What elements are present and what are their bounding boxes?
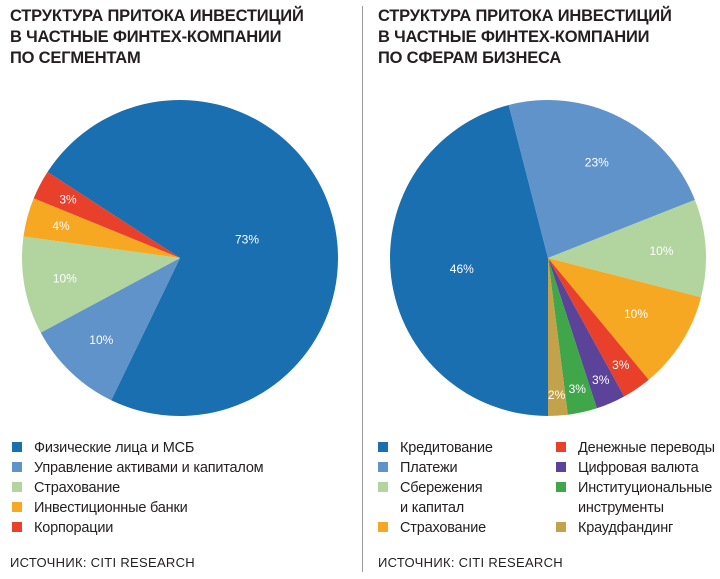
slice-label-strahovanie: 10% xyxy=(53,272,77,286)
legend-label: Цифровая валюта xyxy=(578,460,699,476)
business-areas-source: ИСТОЧНИК: CITI RESEARCH xyxy=(378,555,563,570)
business-areas-chart-panel: СТРУКТУРА ПРИТОКА ИНВЕСТИЦИЙ В ЧАСТНЫЕ Ф… xyxy=(368,0,720,579)
legend-label: Физические лица и МСБ xyxy=(34,440,195,456)
business-areas-chart-title: СТРУКТУРА ПРИТОКА ИНВЕСТИЦИЙ В ЧАСТНЫЕ Ф… xyxy=(378,6,672,69)
legend-swatch xyxy=(556,442,566,452)
legend-item-tsifrovaya-valyuta: Цифровая валюта xyxy=(556,458,699,478)
pie-slice-fizicheskie-litsa-i-msb xyxy=(47,100,339,417)
slice-label-denezhnye-perevody: 3% xyxy=(612,358,630,372)
pie-slice-strahovanie xyxy=(548,258,702,380)
legend-swatch xyxy=(378,462,388,472)
legend-label: Краудфандинг xyxy=(578,520,674,536)
pie-slice-denezhnye-perevody xyxy=(548,258,649,397)
title-line-1: СТРУКТУРА ПРИТОКА ИНВЕСТИЦИЙ xyxy=(10,7,304,25)
legend-swatch xyxy=(12,462,22,472)
legend-label: Платежи xyxy=(400,460,458,476)
slice-label-fizicheskie-litsa-i-msb: 73% xyxy=(235,232,259,246)
legend-label: Кредитование xyxy=(400,440,493,456)
pie-slice-platezhi xyxy=(508,99,695,258)
title-line-3: ПО СЕГМЕНТАМ xyxy=(10,49,141,67)
pie-slice-tsifrovaya-valyuta xyxy=(548,258,625,409)
pie-slice-kreditovanie xyxy=(389,104,548,417)
slice-label-upravlenie-aktivami-i-kapitalom: 10% xyxy=(89,333,113,347)
legend-swatch xyxy=(556,482,566,492)
slice-label-sberezheniya-i-kapital: 10% xyxy=(649,244,673,258)
legend-item-fizicheskie-litsa-i-msb: Физические лица и МСБ xyxy=(12,438,194,458)
legend-swatch xyxy=(12,522,22,532)
title-line-1: СТРУКТУРА ПРИТОКА ИНВЕСТИЦИЙ xyxy=(378,7,672,25)
pie-slice-strahovanie xyxy=(21,236,181,333)
legend-item-platezhi: Платежи xyxy=(378,458,458,478)
legend-item-sberezheniya-i-kapital: Сбережения и капитал xyxy=(378,478,483,518)
legend-item-strahovanie: Страхование xyxy=(378,518,486,538)
legend-label: Страхование xyxy=(400,520,486,536)
legend-label: Управление активами и капиталом xyxy=(34,460,264,476)
segments-source: ИСТОЧНИК: CITI RESEARCH xyxy=(10,555,195,570)
legend-swatch xyxy=(556,462,566,472)
legend-label: Сбережения и капитал xyxy=(400,480,483,516)
legend-label: Страхование xyxy=(34,480,120,496)
legend-label: Инвестиционные банки xyxy=(34,500,188,516)
slice-label-investitsionnye-banki: 4% xyxy=(52,219,70,233)
legend-item-upravlenie-aktivami-i-kapitalom: Управление активами и капиталом xyxy=(12,458,264,478)
business-areas-pie-chart: 46%23%10%10%3%3%3%2% xyxy=(389,99,706,417)
panel-divider xyxy=(362,6,363,572)
segments-chart-panel: СТРУКТУРА ПРИТОКА ИНВЕСТИЦИЙ В ЧАСТНЫЕ Ф… xyxy=(10,6,339,570)
legend-swatch xyxy=(378,442,388,452)
slice-label-kraudfanding: 2% xyxy=(548,388,566,402)
legend-swatch xyxy=(556,522,566,532)
slice-label-tsifrovaya-valyuta: 3% xyxy=(592,373,610,387)
title-line-3: ПО СФЕРАМ БИЗНЕСА xyxy=(378,49,562,67)
legend-label: Денежные переводы xyxy=(578,440,715,456)
legend-item-kraudfanding: Краудфандинг xyxy=(556,518,673,538)
legend-item-institutsionalnye-instrumenty: Институциональные инструменты xyxy=(556,478,712,518)
legend-item-korporatsii: Корпорации xyxy=(12,518,113,538)
slice-label-institutsionalnye-instrumenty: 3% xyxy=(569,382,587,396)
segments-chart-title: СТРУКТУРА ПРИТОКА ИНВЕСТИЦИЙ В ЧАСТНЫЕ Ф… xyxy=(10,6,304,69)
legend-label: Институциональные инструменты xyxy=(578,480,713,516)
legend-swatch xyxy=(12,442,22,452)
legend-item-denezhnye-perevody: Денежные переводы xyxy=(556,438,715,458)
legend-item-strahovanie: Страхование xyxy=(12,478,120,498)
pie-slice-kraudfanding xyxy=(548,258,568,416)
legend-label: Корпорации xyxy=(34,520,114,536)
title-line-2: В ЧАСТНЫЕ ФИНТЕХ-КОМПАНИИ xyxy=(378,28,650,46)
segments-pie-chart: 73% 10% 10% 4% 3% xyxy=(21,100,339,417)
slice-label-strahovanie: 10% xyxy=(624,307,648,321)
slice-label-korporatsii: 3% xyxy=(59,192,77,206)
pie-slice-institutsionalnye-instrumenty xyxy=(548,258,597,415)
slice-label-platezhi: 23% xyxy=(585,155,609,169)
pie-slice-upravlenie-aktivami-i-kapitalom xyxy=(40,258,180,401)
legend-swatch xyxy=(378,482,388,492)
legend-swatch xyxy=(12,482,22,492)
pie-slice-investitsionnye-banki xyxy=(23,198,181,258)
pie-slice-sberezheniya-i-kapital xyxy=(548,199,706,298)
legend-item-kreditovanie: Кредитование xyxy=(378,438,493,458)
title-line-2: В ЧАСТНЫЕ ФИНТЕХ-КОМПАНИИ xyxy=(10,28,282,46)
legend-swatch xyxy=(12,502,22,512)
legend-swatch xyxy=(378,522,388,532)
legend-item-investitsionnye-banki: Инвестиционные банки xyxy=(12,498,188,518)
pie-slice-korporatsii xyxy=(33,171,181,258)
slice-label-kreditovanie: 46% xyxy=(450,262,474,276)
